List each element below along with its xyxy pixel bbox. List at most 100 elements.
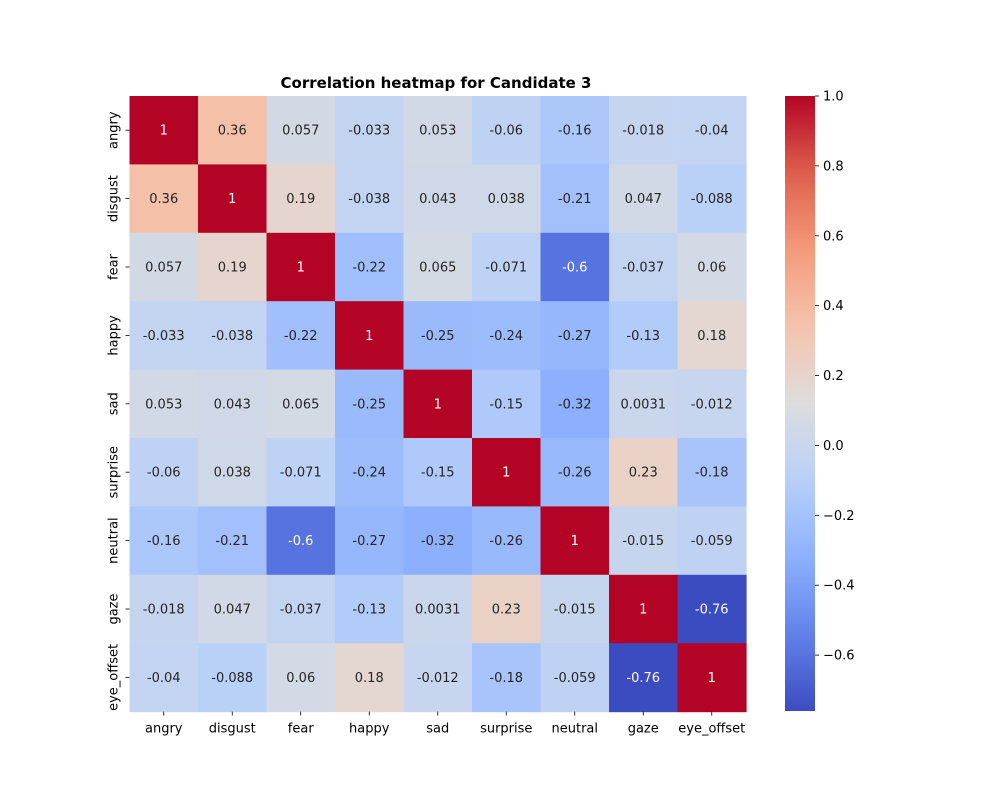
- cell-annotation-eye_offset-happy: 0.18: [355, 671, 384, 686]
- heatmap-cell-sad-disgust: [198, 369, 268, 439]
- heatmap-cell-sad-surprise: [472, 369, 542, 439]
- cell-annotation-fear-surprise: -0.071: [485, 261, 527, 276]
- cell-annotation-neutral-eye_offset: -0.059: [691, 534, 733, 549]
- heatmap-cell-neutral-happy: [335, 506, 405, 576]
- cell-annotation-disgust-disgust: 1: [228, 192, 236, 207]
- cell-annotation-eye_offset-neutral: -0.059: [554, 671, 596, 686]
- heatmap-cell-neutral-neutral: [540, 506, 610, 576]
- cell-annotation-surprise-disgust: 0.038: [214, 466, 251, 481]
- heatmap-cell-angry-gaze: [609, 96, 679, 165]
- heatmap-cell-happy-disgust: [198, 301, 268, 371]
- cell-annotation-fear-gaze: -0.037: [622, 261, 664, 276]
- y-tick-label-angry: angry: [107, 111, 122, 149]
- heatmap-cell-gaze-disgust: [198, 574, 268, 644]
- cell-annotation-neutral-fear: -0.6: [288, 534, 313, 549]
- heatmap-cell-sad-neutral: [540, 369, 610, 439]
- x-tick-label-surprise: surprise: [480, 722, 532, 737]
- heatmap-cell-disgust-sad: [403, 164, 473, 234]
- cell-annotation-gaze-eye_offset: -0.76: [695, 603, 729, 618]
- cell-annotation-happy-angry: -0.033: [143, 329, 185, 344]
- cell-annotation-neutral-disgust: -0.21: [215, 534, 249, 549]
- heatmap-cell-happy-gaze: [609, 301, 679, 371]
- cell-annotation-happy-sad: -0.25: [421, 329, 455, 344]
- heatmap-cell-disgust-happy: [335, 164, 405, 234]
- cell-annotation-disgust-neutral: -0.21: [558, 192, 592, 207]
- cell-annotation-angry-gaze: -0.018: [622, 124, 664, 139]
- cell-annotation-sad-fear: 0.065: [282, 397, 319, 412]
- heatmap-cell-gaze-neutral: [540, 574, 610, 644]
- cell-annotation-neutral-gaze: -0.015: [622, 534, 664, 549]
- heatmap-cell-disgust-neutral: [540, 164, 610, 234]
- cell-annotation-angry-happy: -0.033: [348, 124, 390, 139]
- colorbar-ticks: 1.0 0.8 0.6 0.4 0.2 0.0 −0.2 −0.4 −0.6: [815, 90, 855, 664]
- cell-annotation-eye_offset-eye_offset: 1: [708, 671, 716, 686]
- cell-annotation-gaze-angry: -0.018: [143, 603, 185, 618]
- heatmap-cell-fear-eye_offset: [677, 232, 747, 302]
- x-tick-label-sad: sad: [426, 722, 449, 737]
- cell-annotation-angry-disgust: 0.36: [218, 124, 247, 139]
- cell-annotation-fear-eye_offset: 0.06: [697, 261, 726, 276]
- heatmap-cell-neutral-disgust: [198, 506, 268, 576]
- cell-annotation-surprise-neutral: -0.26: [558, 466, 592, 481]
- heatmap-cell-eye_offset-angry: [129, 643, 199, 713]
- cell-annotation-angry-surprise: -0.06: [489, 124, 523, 139]
- cell-annotation-fear-disgust: 0.19: [218, 261, 247, 276]
- heatmap-cell-angry-angry: [129, 96, 199, 165]
- heatmap-cell-fear-fear: [266, 232, 336, 302]
- y-tick-label-happy: happy: [107, 315, 122, 356]
- x-tick-label-happy: happy: [349, 722, 390, 737]
- cell-annotation-angry-angry: 1: [160, 124, 168, 139]
- heatmap-cell-fear-disgust: [198, 232, 268, 302]
- cell-annotation-happy-disgust: -0.038: [211, 329, 253, 344]
- heatmap-cell-disgust-gaze: [609, 164, 679, 234]
- heatmap-cell-fear-surprise: [472, 232, 542, 302]
- cell-annotation-neutral-sad: -0.32: [421, 534, 455, 549]
- cell-annotation-gaze-surprise: 0.23: [492, 603, 521, 618]
- cell-annotation-disgust-angry: 0.36: [149, 192, 178, 207]
- colorbar-tick-label-6: −0.2: [823, 509, 855, 524]
- cell-annotation-sad-neutral: -0.32: [558, 397, 592, 412]
- cell-annotation-disgust-surprise: 0.038: [488, 192, 525, 207]
- y-tick-label-sad: sad: [107, 392, 122, 415]
- heatmap-cell-surprise-eye_offset: [677, 438, 747, 507]
- heatmap-cell-sad-eye_offset: [677, 369, 747, 439]
- cell-annotation-sad-surprise: -0.15: [489, 397, 523, 412]
- cell-annotation-angry-sad: 0.053: [419, 124, 456, 139]
- cell-annotation-fear-fear: 1: [297, 261, 305, 276]
- heatmap-cell-angry-eye_offset: [677, 96, 747, 165]
- cell-annotation-fear-angry: 0.057: [145, 261, 182, 276]
- heatmap-cell-angry-neutral: [540, 96, 610, 165]
- heatmap-cell-fear-angry: [129, 232, 199, 302]
- colorbar-tick-label-2: 0.6: [823, 229, 844, 244]
- cell-annotation-surprise-happy: -0.24: [352, 466, 386, 481]
- heatmap-cell-neutral-gaze: [609, 506, 679, 576]
- cell-annotation-neutral-happy: -0.27: [352, 534, 386, 549]
- cell-annotation-fear-happy: -0.22: [352, 261, 386, 276]
- x-tick-label-neutral: neutral: [552, 722, 599, 737]
- heatmap-cell-surprise-surprise: [472, 438, 542, 507]
- cell-annotation-eye_offset-gaze: -0.76: [626, 671, 660, 686]
- cell-annotation-gaze-sad: 0.0031: [415, 603, 461, 618]
- heatmap-cell-surprise-sad: [403, 438, 473, 507]
- heatmap-cell-surprise-angry: [129, 438, 199, 507]
- heatmap-cell-neutral-fear: [266, 506, 336, 576]
- heatmap-cell-happy-fear: [266, 301, 336, 371]
- heatmap-cell-angry-disgust: [198, 96, 268, 165]
- heatmap-cell-neutral-angry: [129, 506, 199, 576]
- cell-annotation-gaze-fear: -0.037: [280, 603, 322, 618]
- heatmap-cell-eye_offset-gaze: [609, 643, 679, 713]
- heatmap-cell-angry-fear: [266, 96, 336, 165]
- heatmap-cell-gaze-angry: [129, 574, 199, 644]
- heatmap-cell-disgust-surprise: [472, 164, 542, 234]
- cell-annotation-eye_offset-angry: -0.04: [147, 671, 181, 686]
- heatmap-cell-happy-neutral: [540, 301, 610, 371]
- heatmap-cell-disgust-angry: [129, 164, 199, 234]
- x-tick-label-eye_offset: eye_offset: [678, 722, 745, 737]
- cell-annotation-surprise-sad: -0.15: [421, 466, 455, 481]
- cell-annotation-eye_offset-disgust: -0.088: [211, 671, 253, 686]
- heatmap-cell-angry-sad: [403, 96, 473, 165]
- heatmap-cell-surprise-happy: [335, 438, 405, 507]
- cell-annotation-gaze-gaze: 1: [639, 603, 647, 618]
- cell-annotation-neutral-surprise: -0.26: [489, 534, 523, 549]
- heatmap-cell-happy-eye_offset: [677, 301, 747, 371]
